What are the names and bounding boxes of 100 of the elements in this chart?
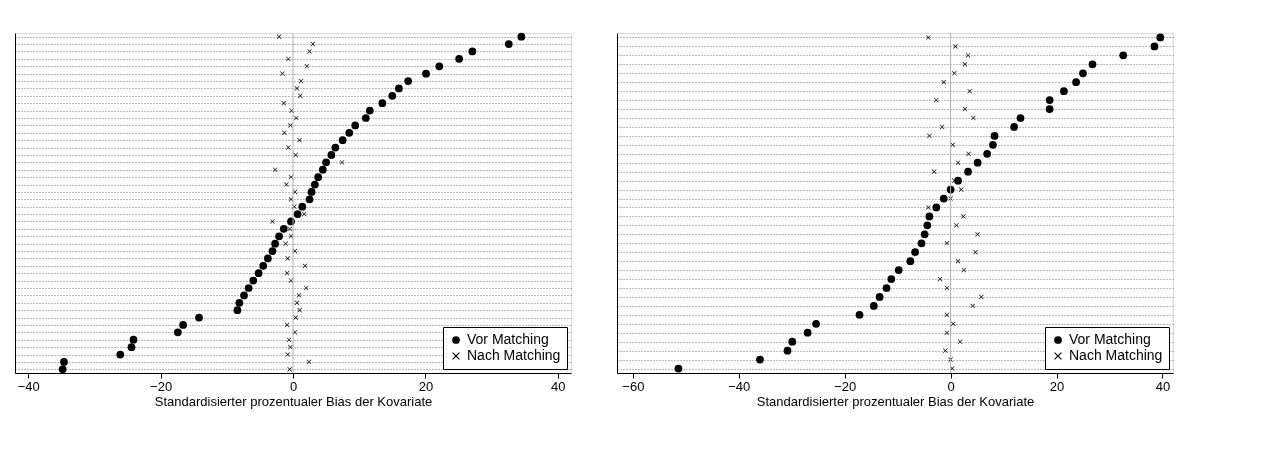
point bbox=[944, 240, 950, 246]
point bbox=[294, 86, 300, 91]
point bbox=[855, 310, 864, 319]
point bbox=[276, 34, 282, 40]
point bbox=[978, 294, 984, 300]
point bbox=[284, 322, 290, 328]
point bbox=[961, 267, 967, 273]
point bbox=[263, 254, 272, 263]
point bbox=[284, 182, 289, 187]
point bbox=[259, 261, 268, 270]
legend-label: Nach Matching bbox=[467, 347, 561, 363]
x-tick-label: 20 bbox=[418, 378, 434, 394]
point bbox=[939, 124, 945, 130]
point bbox=[932, 203, 941, 212]
point bbox=[310, 41, 316, 47]
point bbox=[989, 140, 997, 149]
point bbox=[517, 32, 526, 41]
point bbox=[944, 312, 950, 318]
point bbox=[957, 339, 963, 345]
point bbox=[310, 180, 319, 189]
point bbox=[812, 319, 820, 328]
point bbox=[882, 284, 891, 292]
x-tick-label: −40 bbox=[728, 378, 751, 394]
point bbox=[966, 151, 971, 157]
point bbox=[955, 258, 961, 264]
point bbox=[60, 358, 68, 366]
point bbox=[925, 212, 934, 221]
point bbox=[783, 346, 792, 355]
point bbox=[933, 97, 939, 103]
point bbox=[468, 47, 477, 56]
point bbox=[906, 257, 915, 266]
point bbox=[293, 210, 302, 218]
point bbox=[58, 365, 67, 374]
point bbox=[1156, 33, 1165, 42]
point bbox=[285, 352, 291, 357]
point bbox=[455, 55, 464, 63]
point bbox=[1010, 123, 1019, 131]
point bbox=[973, 158, 982, 167]
point bbox=[297, 307, 302, 313]
point bbox=[955, 160, 961, 166]
point bbox=[1119, 51, 1128, 60]
point bbox=[282, 130, 287, 136]
point bbox=[297, 93, 303, 99]
point bbox=[951, 70, 957, 76]
point bbox=[268, 247, 277, 255]
point bbox=[960, 214, 966, 219]
point bbox=[975, 231, 980, 237]
point bbox=[129, 335, 138, 344]
point bbox=[944, 330, 950, 336]
point bbox=[803, 328, 812, 337]
point bbox=[244, 284, 253, 292]
point bbox=[298, 78, 304, 84]
point bbox=[351, 121, 360, 130]
x-tick-label: −60 bbox=[622, 378, 645, 394]
point bbox=[1045, 105, 1054, 113]
point bbox=[971, 115, 976, 121]
legend-label: Nach Matching bbox=[1069, 347, 1163, 363]
point bbox=[954, 176, 962, 185]
point bbox=[939, 194, 948, 203]
point bbox=[388, 91, 397, 100]
x-tick-label: 0 bbox=[289, 378, 298, 394]
point bbox=[307, 188, 316, 196]
point bbox=[983, 149, 992, 158]
point bbox=[240, 291, 248, 300]
point bbox=[322, 158, 330, 167]
point bbox=[305, 195, 314, 204]
point bbox=[1088, 60, 1097, 69]
point bbox=[249, 276, 258, 285]
x-tick-label: 40 bbox=[551, 378, 566, 394]
point bbox=[1150, 42, 1159, 51]
point bbox=[339, 160, 345, 165]
point bbox=[127, 343, 136, 351]
point bbox=[937, 276, 943, 282]
point bbox=[287, 366, 293, 372]
point bbox=[894, 266, 903, 274]
point bbox=[875, 293, 884, 301]
point bbox=[504, 40, 513, 48]
point bbox=[944, 285, 950, 291]
point bbox=[270, 219, 275, 224]
point bbox=[283, 241, 289, 246]
point bbox=[284, 270, 290, 276]
point bbox=[233, 306, 242, 315]
point bbox=[962, 106, 968, 112]
point bbox=[942, 348, 948, 353]
point bbox=[272, 167, 278, 173]
point bbox=[1045, 96, 1054, 104]
point bbox=[404, 77, 413, 85]
point bbox=[314, 173, 323, 181]
point bbox=[271, 239, 279, 248]
point bbox=[173, 328, 182, 337]
point bbox=[307, 49, 312, 54]
point bbox=[331, 143, 340, 152]
point bbox=[235, 298, 244, 307]
point bbox=[674, 364, 683, 373]
point bbox=[296, 293, 302, 298]
point bbox=[327, 151, 336, 159]
point bbox=[1079, 69, 1087, 78]
point bbox=[365, 106, 374, 115]
point bbox=[756, 355, 764, 364]
point bbox=[1060, 87, 1068, 96]
